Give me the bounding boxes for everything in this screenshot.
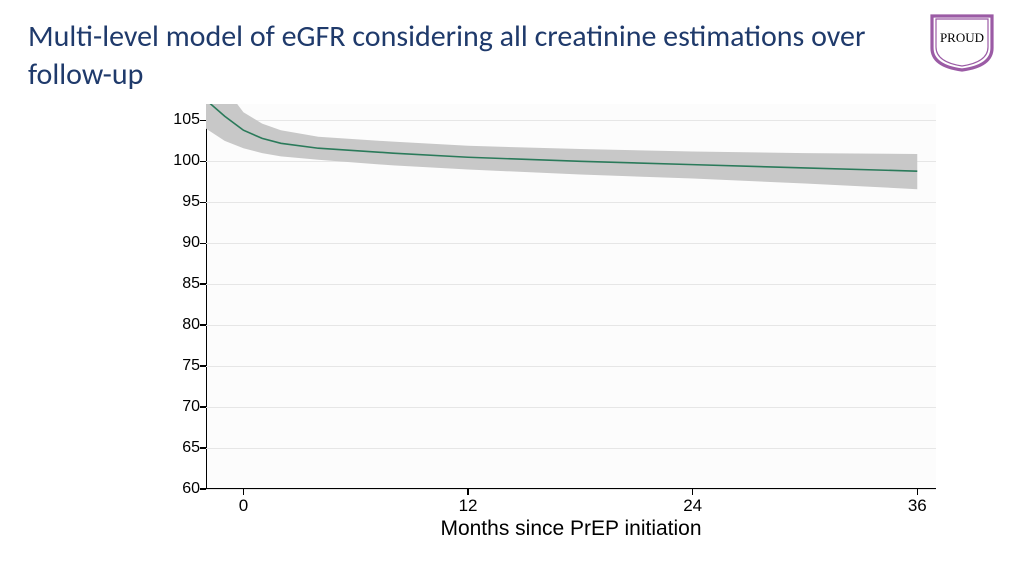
- y-tick-label: 105: [173, 111, 200, 129]
- x-tick-label: 0: [239, 496, 248, 516]
- logo-text: PROUD: [940, 30, 984, 45]
- chart-svg: [206, 104, 936, 489]
- x-tick-label: 12: [459, 496, 478, 516]
- proud-logo: PROUD: [926, 14, 998, 72]
- page-title: Multi-level model of eGFR considering al…: [28, 18, 898, 93]
- confidence-interval: [206, 104, 917, 189]
- y-tick-label: 85: [182, 275, 200, 293]
- gridline: [206, 489, 936, 490]
- y-tick-label: 80: [182, 316, 200, 334]
- x-tick-mark: [243, 489, 245, 495]
- x-tick-mark: [692, 489, 694, 495]
- x-tick-label: 36: [908, 496, 927, 516]
- y-tick-label: 100: [173, 152, 200, 170]
- y-tick-label: 95: [182, 193, 200, 211]
- y-tick-label: 70: [182, 398, 200, 416]
- y-tick-label: 60: [182, 480, 200, 498]
- egfr-chart: 60 65 70 75 80 85 90 95 100 105 0 12 24 36 Months si…: [120, 104, 980, 564]
- x-tick-mark: [467, 489, 469, 495]
- y-tick-label: 90: [182, 234, 200, 252]
- y-tick-label: 75: [182, 357, 200, 375]
- y-tick-label: 65: [182, 439, 200, 457]
- x-axis-label: Months since PrEP initiation: [206, 517, 936, 541]
- x-tick-mark: [917, 489, 919, 495]
- x-tick-label: 24: [683, 496, 702, 516]
